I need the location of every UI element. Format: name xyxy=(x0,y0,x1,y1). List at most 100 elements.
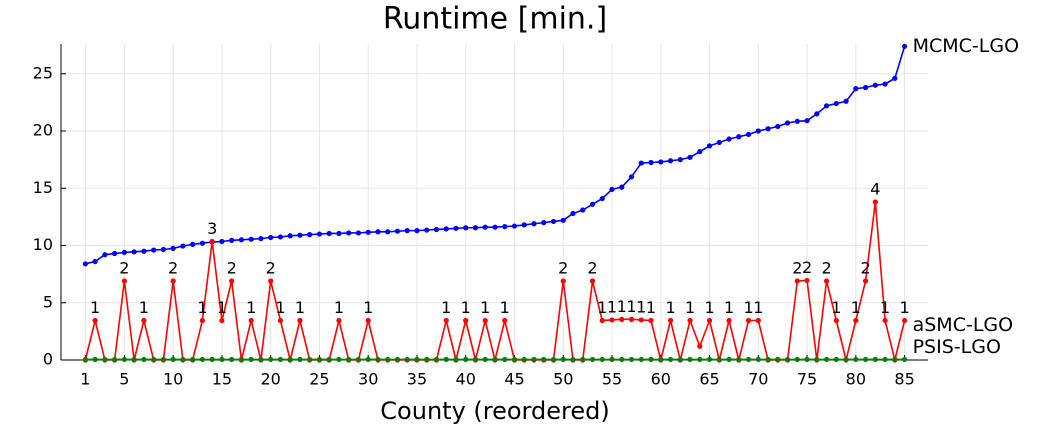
point xyxy=(131,356,137,363)
point xyxy=(628,356,635,363)
count-label: 2 xyxy=(266,259,276,278)
point xyxy=(755,128,761,134)
point xyxy=(784,120,791,126)
point xyxy=(482,317,488,324)
point xyxy=(677,157,683,163)
point xyxy=(82,261,88,267)
point xyxy=(375,229,381,235)
point xyxy=(580,207,586,213)
point xyxy=(336,356,342,363)
point xyxy=(433,356,440,363)
point xyxy=(521,222,527,228)
point xyxy=(365,356,371,363)
point xyxy=(736,356,742,363)
point xyxy=(346,356,352,363)
y-tick-label: 10 xyxy=(33,235,53,254)
point xyxy=(326,356,332,363)
count-label: 1 xyxy=(646,298,656,317)
point xyxy=(570,356,576,363)
point xyxy=(502,356,508,363)
count-label: 1 xyxy=(880,298,890,317)
point xyxy=(482,224,488,230)
point xyxy=(531,221,537,227)
point xyxy=(160,246,167,253)
point xyxy=(609,356,615,363)
point xyxy=(843,356,849,363)
point xyxy=(190,241,196,247)
point xyxy=(775,123,781,130)
point xyxy=(151,356,157,363)
point xyxy=(463,317,469,324)
point xyxy=(92,317,98,324)
point xyxy=(619,316,625,322)
point xyxy=(258,236,264,242)
point xyxy=(297,356,303,363)
point xyxy=(609,317,615,323)
point xyxy=(853,317,859,324)
point xyxy=(307,232,313,238)
point xyxy=(404,356,410,363)
point xyxy=(482,356,488,363)
point xyxy=(277,317,284,324)
count-label: 2 xyxy=(821,259,831,278)
point xyxy=(619,356,625,363)
count-label: 1 xyxy=(626,297,636,316)
count-label: 3 xyxy=(207,219,217,238)
point xyxy=(560,278,566,284)
count-label: 1 xyxy=(480,298,490,317)
y-tick-label: 0 xyxy=(43,350,53,369)
point xyxy=(229,237,235,243)
point xyxy=(326,230,332,237)
x-tick-label: 40 xyxy=(456,370,476,389)
point xyxy=(121,356,127,363)
point xyxy=(443,226,449,232)
point xyxy=(853,86,859,92)
point xyxy=(414,228,420,234)
point xyxy=(755,317,761,324)
point xyxy=(463,356,469,363)
point xyxy=(667,158,674,164)
point xyxy=(492,224,498,230)
point xyxy=(531,356,537,363)
x-tick-label: 20 xyxy=(260,370,280,389)
point xyxy=(287,233,293,239)
point xyxy=(599,195,605,202)
x-tick-label: 5 xyxy=(119,370,129,389)
count-label: 2 xyxy=(558,259,568,278)
count-label: 1 xyxy=(461,298,471,317)
count-label: 1 xyxy=(363,298,373,317)
point xyxy=(170,278,176,284)
point xyxy=(375,356,381,363)
point xyxy=(394,356,401,363)
count-label: 1 xyxy=(597,298,607,317)
point xyxy=(453,356,459,363)
point xyxy=(589,201,596,207)
x-tick-label: 10 xyxy=(163,370,183,389)
x-tick-label: 65 xyxy=(699,370,719,389)
x-axis-label: County (reordered) xyxy=(380,397,609,425)
point xyxy=(638,356,644,363)
count-label: 1 xyxy=(900,298,910,317)
count-label: 1 xyxy=(275,298,285,317)
point xyxy=(599,356,605,363)
count-label: 2 xyxy=(227,259,237,278)
point xyxy=(297,317,303,324)
count-label: 2 xyxy=(119,259,129,278)
point xyxy=(385,229,391,235)
point xyxy=(248,356,254,363)
count-label: 2 xyxy=(792,259,802,278)
point xyxy=(804,356,810,363)
count-label: 1 xyxy=(441,298,451,317)
point xyxy=(541,220,547,226)
x-tick-label: 70 xyxy=(748,370,768,389)
point xyxy=(180,243,186,249)
point xyxy=(248,236,254,242)
point xyxy=(706,356,713,363)
count-label: 1 xyxy=(704,298,714,317)
point xyxy=(677,356,683,363)
count-label: 1 xyxy=(295,298,305,317)
point xyxy=(716,139,722,146)
point xyxy=(502,224,508,230)
point xyxy=(443,317,449,324)
point xyxy=(882,81,888,87)
